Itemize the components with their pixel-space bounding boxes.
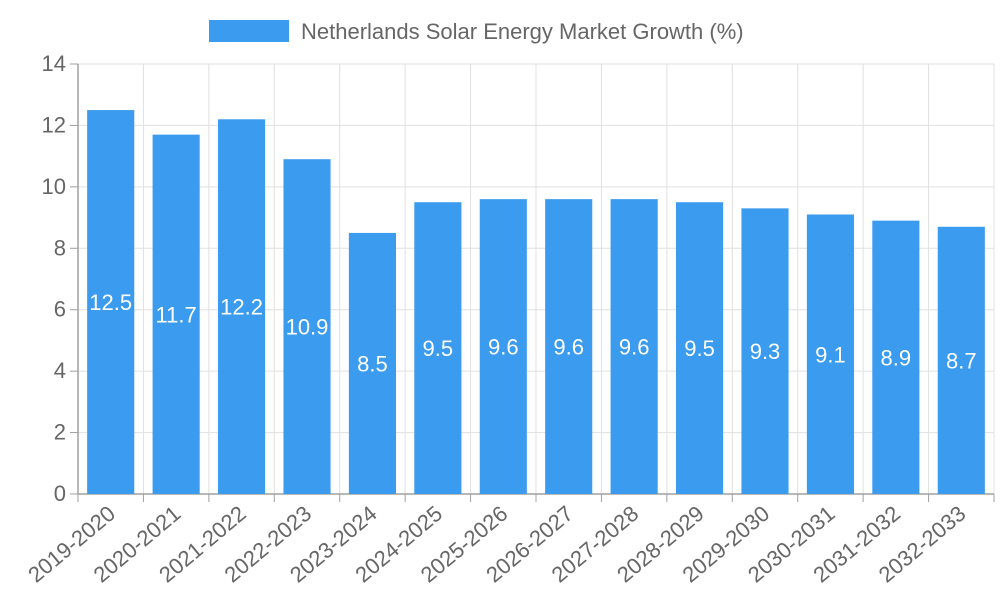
bar[interactable]	[152, 134, 200, 494]
bar-value-label: 12.5	[89, 290, 132, 315]
bar[interactable]	[937, 226, 985, 495]
y-tick-label: 6	[54, 297, 66, 322]
bar[interactable]	[610, 199, 658, 494]
bar-value-label: 9.1	[815, 342, 846, 367]
bar-value-label: 10.9	[286, 315, 329, 340]
bar[interactable]	[479, 199, 527, 494]
x-axis-tick-labels: 2019-20202020-20212021-20222022-20232023…	[23, 501, 970, 588]
bar[interactable]	[545, 199, 593, 494]
bar[interactable]	[283, 159, 331, 494]
bar[interactable]	[414, 202, 462, 494]
legend-swatch	[209, 20, 289, 42]
bar-value-label: 9.3	[750, 339, 781, 364]
y-tick-label: 0	[54, 481, 66, 506]
bar-value-label: 9.6	[619, 335, 650, 360]
y-tick-label: 4	[54, 358, 66, 383]
bar[interactable]	[806, 214, 854, 495]
y-tick-label: 14	[42, 51, 66, 76]
bar[interactable]	[218, 119, 266, 495]
bar-value-label: 9.5	[684, 336, 715, 361]
bar-value-label: 9.6	[553, 335, 584, 360]
bar-value-label: 9.5	[423, 336, 454, 361]
bar[interactable]	[741, 208, 789, 494]
bars	[87, 110, 985, 495]
bar-value-label: 8.5	[357, 351, 388, 376]
bar-value-label: 8.9	[881, 345, 912, 370]
bar-value-label: 8.7	[946, 348, 977, 373]
y-tick-label: 2	[54, 420, 66, 445]
bar-value-label: 12.2	[220, 295, 263, 320]
bar[interactable]	[87, 110, 135, 495]
data-labels: 12.5 11.7 12.2 10.9 8.5 9.5 9.6 9.6 9.6 9.5 9.3 9.1…	[89, 290, 976, 376]
bar-value-label: 11.7	[156, 302, 197, 327]
legend-label: Netherlands Solar Energy Market Growth (…	[301, 19, 744, 44]
bar[interactable]	[676, 202, 724, 494]
y-tick-label: 10	[42, 174, 66, 199]
y-axis-tick-labels: 0 2 4 6 8 10 12 14	[42, 51, 66, 506]
bar-value-label: 9.6	[488, 335, 519, 360]
y-tick-label: 8	[54, 235, 66, 260]
legend[interactable]: Netherlands Solar Energy Market Growth (…	[209, 19, 744, 44]
y-tick-label: 12	[42, 112, 66, 137]
bar[interactable]	[348, 232, 396, 494]
bar[interactable]	[872, 220, 920, 494]
grid-lines	[77, 63, 995, 495]
